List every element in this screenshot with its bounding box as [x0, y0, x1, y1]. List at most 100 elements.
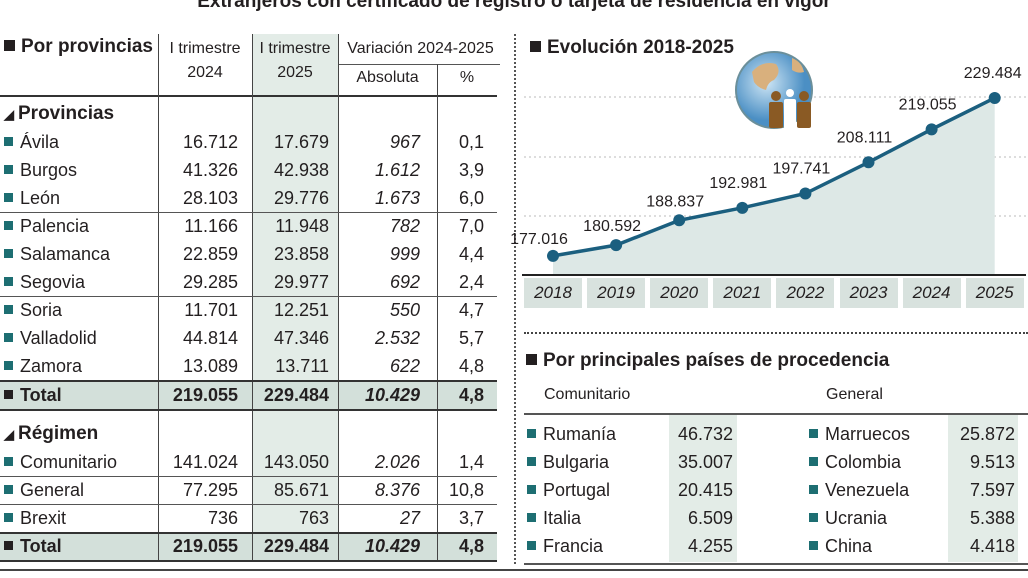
triangle-icon: ◢	[4, 107, 14, 122]
country-label: Portugal	[543, 480, 611, 500]
country-label: Venezuela	[825, 480, 910, 500]
country-name: Marruecos	[809, 420, 910, 448]
table-row-label: Brexit	[4, 504, 66, 532]
cell-absolute: 1.612	[374, 160, 420, 180]
data-point	[736, 201, 749, 214]
x-tick-label: 2018	[524, 278, 582, 308]
cell-2025: 13.711	[275, 356, 329, 376]
section-label: Régimen	[18, 423, 99, 444]
cell-percent: 7,0	[458, 216, 484, 236]
divider	[0, 212, 497, 213]
country-value: 4.418	[969, 536, 1015, 556]
divider	[437, 64, 438, 560]
x-tick-label: 2020	[650, 278, 709, 308]
data-label: 197.741	[772, 161, 830, 178]
general-label: General	[826, 386, 883, 403]
row-name: Salamanca	[20, 244, 111, 264]
cell-percent: 10,8	[448, 480, 484, 500]
square-bullet-icon	[4, 541, 13, 550]
cell-2025: 229.484	[263, 536, 329, 556]
country-label: Francia	[543, 536, 604, 556]
table-row-label: Segovia	[4, 268, 85, 296]
table-row-label: Comunitario	[4, 448, 117, 476]
cell-percent: 4,8	[458, 356, 484, 376]
cell-absolute: 2.532	[374, 328, 420, 348]
data-point	[925, 123, 938, 136]
cell-2024: 22.859	[182, 244, 238, 264]
cell-absolute: 967	[389, 132, 420, 152]
square-bullet-icon	[809, 457, 818, 466]
row-name: Brexit	[20, 508, 67, 528]
country-value: 5.388	[969, 508, 1015, 528]
cell-absolute: 1.673	[374, 188, 420, 208]
divider	[338, 34, 339, 560]
data-label: 188.837	[646, 193, 704, 210]
country-value: 46.732	[677, 424, 733, 444]
comunitario-label: Comunitario	[544, 386, 631, 403]
divider	[0, 95, 497, 97]
square-bullet-icon	[4, 165, 13, 174]
cell-2024: 219.055	[172, 385, 238, 405]
data-label: 208.111	[837, 129, 893, 146]
infographic-title: Extranjeros con certificado de registro …	[197, 0, 831, 12]
cell-2025: 42.938	[273, 160, 329, 180]
country-value: 7.597	[969, 480, 1015, 500]
country-label: Ucrania	[825, 508, 888, 528]
cell-percent: 4,7	[458, 300, 484, 320]
cell-absolute: 692	[389, 272, 420, 292]
country-value: 25.872	[959, 424, 1015, 444]
country-name: China	[809, 532, 872, 560]
chart-title: Evolución 2018-2025	[530, 37, 734, 59]
data-point	[547, 249, 559, 262]
col-header-percent: %	[459, 69, 475, 86]
cell-percent: 0,1	[458, 132, 484, 152]
square-bullet-icon	[809, 429, 818, 438]
data-point	[988, 91, 1001, 104]
square-bullet-icon	[530, 41, 541, 52]
cell-2024: 77.295	[182, 480, 238, 500]
row-name: Ávila	[20, 132, 60, 152]
square-bullet-icon	[527, 541, 536, 550]
cell-2024: 736	[207, 508, 238, 528]
cell-2025: 763	[298, 508, 329, 528]
cell-percent: 4,8	[458, 536, 484, 556]
data-label: 180.592	[583, 218, 641, 235]
table-row-label: Burgos	[4, 156, 77, 184]
country-value: 4.255	[687, 536, 733, 556]
country-name: Venezuela	[809, 476, 909, 504]
country-value: 20.415	[677, 480, 733, 500]
country-label: Bulgaria	[543, 452, 610, 472]
bottom-rule	[0, 569, 1028, 571]
row-name: Zamora	[20, 356, 83, 376]
section-heading: Por provincias	[4, 36, 153, 58]
cell-percent: 3,7	[458, 508, 484, 528]
data-point	[610, 239, 623, 252]
cell-absolute: 782	[389, 216, 420, 236]
divider	[524, 413, 1028, 415]
table-row-label: Total	[4, 532, 62, 560]
country-label: Italia	[543, 508, 582, 528]
cell-2024: 13.089	[182, 356, 238, 376]
country-name: Ucrania	[809, 504, 887, 532]
row-name: Total	[20, 536, 62, 556]
country-label: Rumanía	[543, 424, 617, 444]
x-tick-label: 2023	[839, 278, 898, 308]
data-label: 177.016	[510, 231, 568, 248]
col-header-2025: I trimestre 2025	[252, 37, 338, 85]
section-separator	[524, 332, 1028, 334]
cell-2024: 44.814	[182, 328, 238, 348]
cell-percent: 6,0	[458, 188, 484, 208]
col-header-variation: Variación 2024-2025	[347, 40, 494, 57]
table-row-label: Palencia	[4, 212, 89, 240]
square-bullet-icon	[526, 354, 537, 365]
heading-text: Por provincias	[21, 36, 153, 57]
square-bullet-icon	[4, 485, 13, 494]
countries-heading: Por principales países de procedencia	[526, 350, 889, 372]
chart-title-text: Evolución 2018-2025	[547, 37, 734, 58]
shaded-value-column	[669, 415, 737, 562]
row-name: León	[20, 188, 61, 208]
data-label: 192.981	[709, 175, 767, 192]
square-bullet-icon	[4, 305, 13, 314]
data-point	[862, 156, 875, 169]
divider	[0, 409, 497, 411]
